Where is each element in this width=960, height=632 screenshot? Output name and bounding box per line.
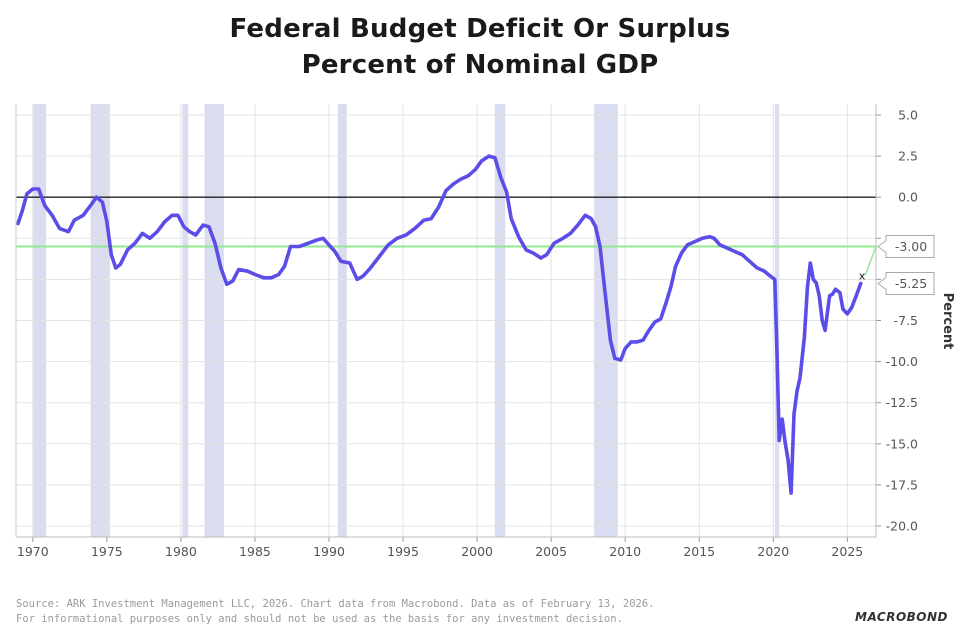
- axes: 5.0 2.5 0.0 -7.5 -10.0 -12.5 -15.0 -17.5 -20.0 19…: [15, 104, 955, 559]
- x-tick-label: 1980: [165, 544, 197, 559]
- x-tick-label: 1995: [387, 544, 419, 559]
- macrobond-logo: MACROBOND: [855, 610, 948, 624]
- deficit-series-line: [16, 154, 863, 495]
- y-tick-label: -12.5: [886, 395, 918, 410]
- y-tick-label: -7.5: [894, 313, 918, 328]
- y-axis-title: Percent: [940, 293, 955, 350]
- latest-value-marker: x: [859, 270, 866, 283]
- target-callout-box: [877, 235, 935, 259]
- chart-title-line1: Federal Budget Deficit Or Surplus: [229, 14, 731, 44]
- x-tick-label: 2015: [683, 544, 715, 559]
- x-tick-label: 1990: [313, 544, 345, 559]
- y-tick-label: -17.5: [886, 477, 918, 492]
- y-tick-label: 2.5: [898, 149, 918, 164]
- y-tick-label: 5.0: [898, 108, 918, 123]
- x-tick-label: 2005: [535, 544, 567, 559]
- x-tick-label: 2020: [757, 544, 789, 559]
- y-tick-label: -10.0: [886, 354, 918, 369]
- x-tick-label: 1985: [239, 544, 271, 559]
- y-tick-label: -15.0: [886, 436, 918, 451]
- reference-lines: [16, 196, 876, 248]
- chart-title-line2: Percent of Nominal GDP: [301, 50, 659, 80]
- latest-callout-box: [877, 272, 935, 296]
- gridlines: [16, 104, 876, 537]
- series-layer: [16, 154, 863, 495]
- y-tick-label: -20.0: [886, 519, 918, 534]
- target-callout-label: -3.00: [895, 239, 927, 254]
- callouts: x -3.00 -5.25: [859, 235, 935, 296]
- disclaimer-note: For informational purposes only and shou…: [16, 613, 623, 625]
- x-tick-label: 2000: [461, 544, 493, 559]
- source-note: Source: ARK Investment Management LLC, 2…: [16, 598, 655, 610]
- x-tick-label: 2010: [609, 544, 641, 559]
- latest-callout-label: -5.25: [895, 276, 927, 291]
- x-tick-label: 1970: [17, 544, 49, 559]
- x-tick-label: 1975: [91, 544, 123, 559]
- x-tick-label: 2025: [831, 544, 863, 559]
- y-tick-label: 0.0: [898, 190, 918, 205]
